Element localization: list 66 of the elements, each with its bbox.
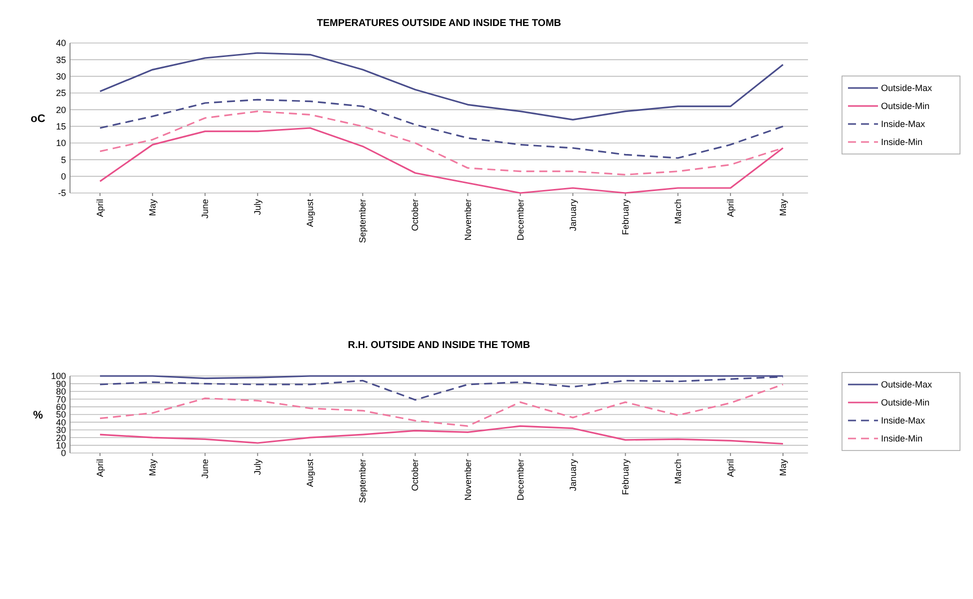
x-tick-label: January — [568, 458, 578, 492]
x-tick-label: April — [725, 459, 736, 478]
x-tick-label: February — [620, 458, 630, 496]
x-tick-label: September — [358, 199, 368, 244]
x-tick-label: August — [305, 458, 316, 488]
legend-label: Inside-Max — [881, 416, 926, 426]
line-series — [99, 52, 784, 120]
x-tick-label: July — [252, 458, 263, 476]
legend-label: Outside-Min — [881, 101, 930, 112]
y-tick-label: 40 — [56, 38, 66, 48]
line-series — [99, 127, 784, 194]
x-tick-label: July — [252, 198, 263, 216]
x-tick-label: April — [95, 459, 105, 478]
chart-title: TEMPERATURES OUTSIDE AND INSIDE THE TOMB — [316, 18, 562, 29]
y-tick-label: 10 — [56, 138, 66, 148]
x-tick-label: December — [515, 199, 526, 241]
y-tick-label: 20 — [56, 104, 66, 115]
y-tick-label: 60 — [56, 402, 66, 412]
line-series — [99, 98, 784, 159]
y-tick-label: 50 — [56, 410, 66, 420]
x-tick-label: May — [148, 198, 158, 216]
y-tick-label: 100 — [50, 371, 66, 382]
y-tick-label: 35 — [56, 54, 66, 65]
x-tick-label: October — [410, 459, 420, 492]
x-tick-label: June — [200, 199, 210, 219]
x-tick-label: May — [148, 458, 158, 476]
x-tick-label: November — [462, 459, 473, 501]
y-tick-label: 25 — [56, 88, 66, 98]
x-tick-label: December — [515, 459, 526, 501]
legend-label: Inside-Min — [881, 137, 923, 148]
y-tick-label: 70 — [56, 394, 66, 404]
y-tick-label: 0 — [60, 448, 66, 458]
y-tick-label: 20 — [56, 432, 66, 443]
legend-label: Outside-Max — [881, 83, 933, 94]
x-tick-label: March — [672, 199, 683, 224]
legend-label: Outside-Min — [881, 398, 930, 408]
chart-title: R.H. OUTSIDE AND INSIDE THE TOMB — [348, 340, 530, 351]
x-tick-label: May — [778, 458, 788, 476]
y-tick-label: 30 — [56, 71, 66, 82]
y-tick-label: 5 — [60, 154, 66, 165]
y-tick-label: 10 — [56, 440, 66, 450]
line-series — [99, 384, 784, 427]
y-tick-label: 80 — [56, 386, 66, 397]
y-tick-label: 30 — [56, 425, 66, 436]
x-tick-label: February — [620, 198, 630, 236]
y-tick-label: 0 — [60, 171, 66, 182]
x-tick-label: March — [672, 459, 683, 484]
x-tick-label: May — [778, 198, 788, 216]
y-tick-label: 40 — [56, 417, 66, 428]
y-axis-title: % — [33, 409, 44, 422]
x-tick-label: November — [462, 199, 473, 241]
x-tick-label: April — [725, 199, 736, 218]
x-tick-label: April — [95, 199, 105, 218]
y-axis-title: oC — [30, 112, 46, 125]
y-tick-label: -5 — [58, 188, 66, 198]
x-tick-label: September — [358, 459, 368, 504]
legend-label: Inside-Min — [881, 434, 923, 444]
line-series — [99, 425, 784, 445]
y-tick-label: 15 — [56, 121, 66, 132]
legend-label: Inside-Max — [881, 119, 926, 130]
x-tick-label: October — [410, 199, 420, 232]
x-tick-label: June — [200, 459, 210, 479]
x-tick-label: August — [305, 198, 316, 228]
legend-label: Outside-Max — [881, 380, 933, 390]
y-tick-label: 90 — [56, 378, 66, 389]
x-tick-label: January — [568, 198, 578, 232]
